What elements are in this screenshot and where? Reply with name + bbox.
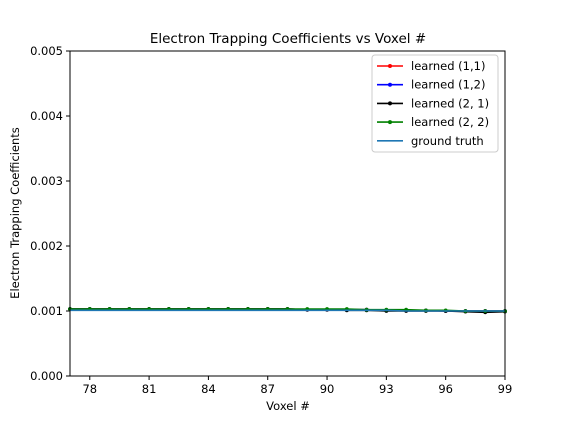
y-tick-label: 0.004 <box>30 109 63 123</box>
x-tick-label: 87 <box>260 382 275 396</box>
x-tick-label: 81 <box>142 382 157 396</box>
x-tick-label: 99 <box>498 382 513 396</box>
legend-marker <box>388 64 392 68</box>
plot-lines <box>68 307 507 315</box>
x-tick-label: 96 <box>438 382 453 396</box>
legend-box <box>371 54 499 153</box>
y-tick-label: 0.005 <box>30 44 63 58</box>
x-tick-label: 93 <box>379 382 394 396</box>
y-tick-label: 0.001 <box>30 304 63 318</box>
y-tick-label: 0.000 <box>30 369 63 383</box>
x-axis-label: Voxel # <box>266 399 310 413</box>
y-tick-label: 0.002 <box>30 239 63 253</box>
x-tick-label: 84 <box>201 382 216 396</box>
plot-frame <box>69 50 506 377</box>
legend-label: ground truth <box>411 134 484 148</box>
legend-marker <box>388 120 392 125</box>
x-tick-label: 78 <box>82 382 97 396</box>
legend-label: learned (1,1) <box>411 59 485 73</box>
y-axis-ticks: 0.000 0.001 0.002 0.003 0.004 0.005 <box>30 44 70 383</box>
legend-label: learned (2, 1) <box>411 96 489 110</box>
series-line-4 <box>70 309 505 312</box>
legend: learned (1,1) learned (1,2) learned (2, 1)… <box>371 54 499 153</box>
x-axis-ticks: 78 81 84 87 90 93 96 99 <box>82 376 512 396</box>
legend-marker <box>388 82 392 87</box>
x-tick-label: 90 <box>320 382 335 396</box>
legend-label: learned (1,2) <box>411 78 485 92</box>
y-axis-label: Electron Trapping Coefficients <box>8 127 22 299</box>
legend-label: learned (2, 2) <box>411 115 489 129</box>
y-tick-label: 0.003 <box>30 174 63 188</box>
chart-title: Electron Trapping Coefficients vs Voxel … <box>150 31 426 47</box>
legend-marker <box>388 101 392 106</box>
